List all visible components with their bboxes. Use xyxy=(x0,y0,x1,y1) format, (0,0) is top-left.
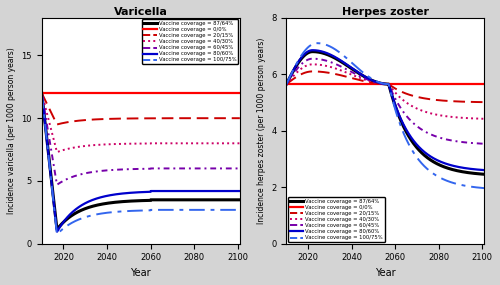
Legend: Vaccine coverage = 87/64%, Vaccine coverage = 0/0%, Vaccine coverage = 20/15%, V: Vaccine coverage = 87/64%, Vaccine cover… xyxy=(288,197,384,242)
Y-axis label: Incidence varicella (per 1000 person years): Incidence varicella (per 1000 person yea… xyxy=(7,47,16,214)
Y-axis label: Incidence herpes zoster (per 1000 person years): Incidence herpes zoster (per 1000 person… xyxy=(256,38,266,224)
X-axis label: Year: Year xyxy=(375,268,396,278)
X-axis label: Year: Year xyxy=(130,268,151,278)
Title: Herpes zoster: Herpes zoster xyxy=(342,7,429,17)
Title: Varicella: Varicella xyxy=(114,7,168,17)
Legend: Vaccine coverage = 87/64%, Vaccine coverage = 0/0%, Vaccine coverage = 20/15%, V: Vaccine coverage = 87/64%, Vaccine cover… xyxy=(142,19,238,64)
